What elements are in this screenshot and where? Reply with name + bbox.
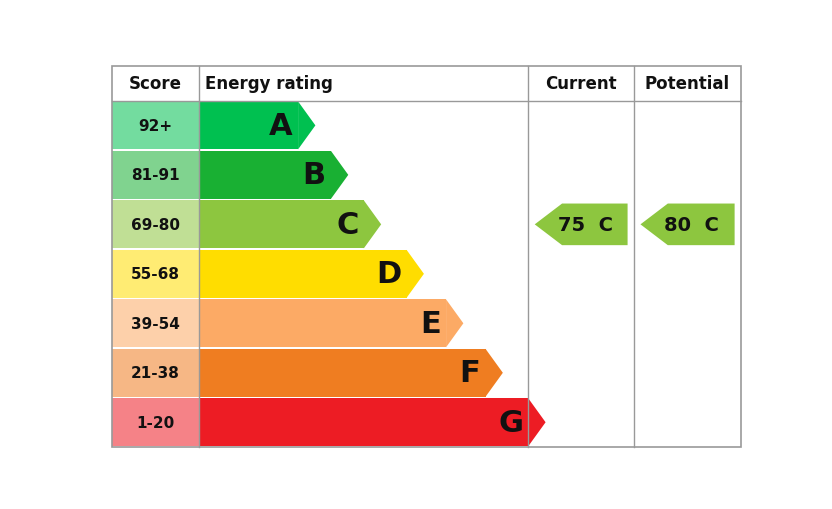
Bar — [200, 399, 528, 446]
Text: 80  C: 80 C — [664, 215, 719, 234]
Bar — [200, 300, 446, 348]
Text: A: A — [270, 111, 293, 140]
Text: 39-54: 39-54 — [131, 316, 180, 331]
Polygon shape — [486, 349, 503, 397]
Bar — [200, 152, 331, 200]
Text: E: E — [420, 309, 441, 338]
Polygon shape — [331, 152, 349, 200]
Text: Score: Score — [129, 75, 182, 93]
Text: Current: Current — [545, 75, 617, 93]
Bar — [111, 300, 200, 348]
Text: 1-20: 1-20 — [136, 415, 175, 430]
Text: F: F — [459, 358, 480, 387]
Text: B: B — [303, 161, 326, 190]
Bar — [111, 102, 200, 150]
Polygon shape — [528, 399, 546, 446]
Text: 75  C: 75 C — [557, 215, 612, 234]
Text: Energy rating: Energy rating — [205, 75, 333, 93]
Text: C: C — [336, 210, 359, 239]
Bar — [111, 152, 200, 200]
Polygon shape — [364, 201, 381, 249]
Bar — [200, 250, 407, 298]
Bar — [111, 399, 200, 446]
Text: 81-91: 81-91 — [131, 168, 180, 183]
Polygon shape — [407, 250, 424, 298]
Text: Potential: Potential — [645, 75, 730, 93]
Text: 69-80: 69-80 — [131, 217, 180, 233]
Bar — [200, 349, 486, 397]
Text: 55-68: 55-68 — [131, 267, 180, 282]
Polygon shape — [446, 300, 463, 348]
Bar — [200, 201, 364, 249]
Polygon shape — [641, 204, 735, 246]
Polygon shape — [535, 204, 627, 246]
Bar — [111, 201, 200, 249]
Bar — [111, 349, 200, 397]
Bar — [111, 250, 200, 298]
Bar — [200, 102, 298, 150]
Text: D: D — [376, 260, 402, 289]
Text: 21-38: 21-38 — [131, 365, 180, 381]
Polygon shape — [298, 102, 315, 150]
Text: G: G — [498, 408, 523, 437]
Text: 92+: 92+ — [138, 119, 173, 134]
